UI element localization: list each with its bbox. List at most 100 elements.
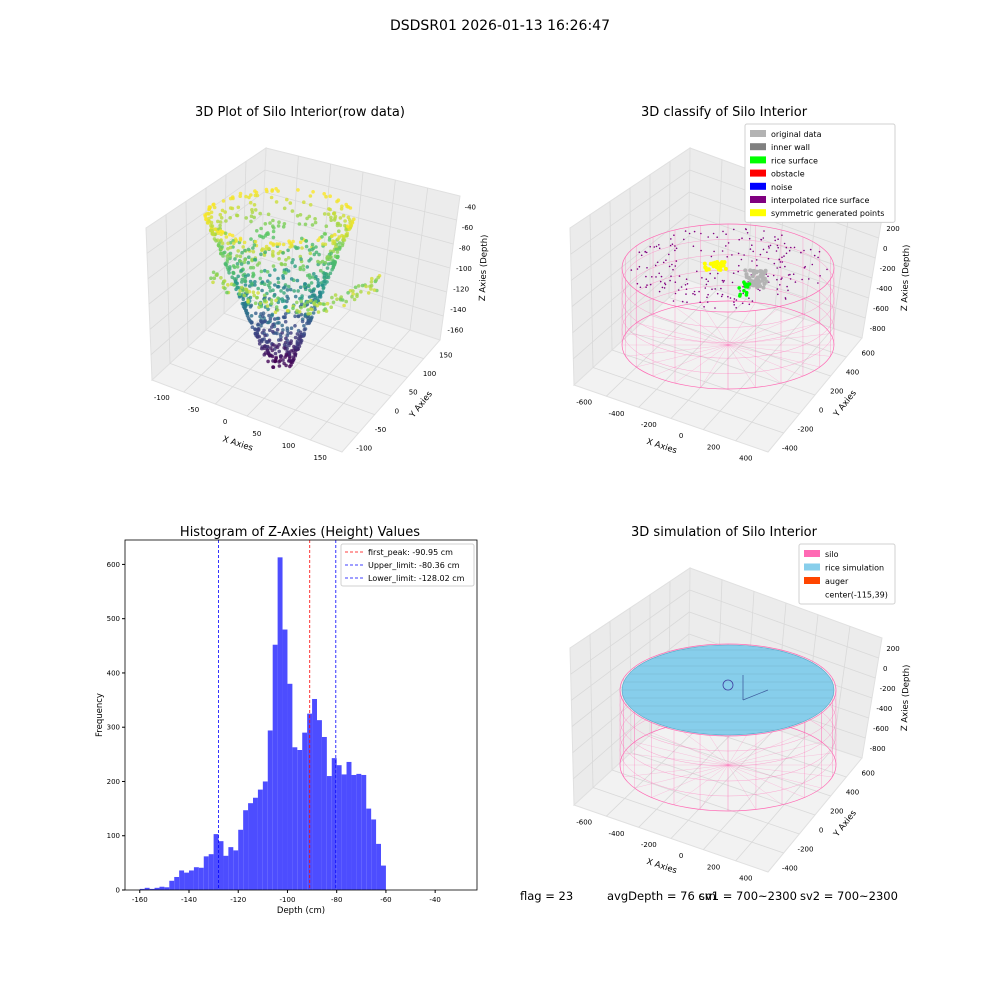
data-point: [259, 319, 263, 324]
data-point: [331, 239, 335, 243]
back-grid-line: [264, 169, 457, 221]
data-point: [350, 294, 354, 299]
data-point: [325, 301, 330, 306]
interpolated-point: [732, 272, 735, 275]
data-point: [271, 288, 275, 293]
data-point: [321, 302, 325, 306]
data-point: [210, 231, 214, 236]
data-point: [251, 246, 255, 250]
floor-grid-line: [611, 349, 800, 415]
y-tick-label: -100: [356, 445, 372, 453]
data-point: [249, 219, 253, 224]
data-point: [236, 205, 241, 210]
data-point: [295, 300, 299, 305]
interpolated-point: [661, 286, 664, 289]
y-tick-label: 400: [107, 669, 120, 677]
interpolated-point: [685, 293, 687, 295]
histogram-bar: [139, 888, 145, 890]
data-point: [262, 293, 267, 298]
legend-swatch: [750, 156, 766, 164]
interpolated-point: [742, 292, 744, 295]
interpolated-point: [655, 276, 657, 278]
interpolated-point: [762, 237, 765, 239]
symmetric-point: [702, 261, 707, 266]
interpolated-point: [785, 246, 788, 249]
legend-swatch: [804, 550, 820, 557]
z-tick-label: 200: [886, 225, 899, 233]
histogram-bar: [223, 855, 229, 890]
data-point: [347, 227, 351, 232]
side-grid-line: [147, 191, 265, 279]
data-point: [278, 354, 283, 358]
data-point: [242, 240, 247, 245]
data-point: [259, 226, 263, 231]
data-point: [318, 290, 322, 295]
interpolated-point: [743, 254, 745, 256]
silo-spoke-line: [727, 344, 820, 368]
data-point: [309, 298, 313, 303]
data-point: [293, 294, 298, 299]
panel-classify-3d: 3D classify of Silo Interior -600 -400 -200…: [569, 105, 912, 462]
data-point: [299, 305, 303, 310]
interpolated-point: [794, 281, 797, 283]
legend-entry-2: rice surface: [771, 156, 818, 165]
data-point: [249, 193, 253, 197]
data-point: [250, 208, 254, 212]
y-tick-label: 0: [819, 827, 823, 835]
data-point: [315, 303, 320, 308]
data-point: [255, 193, 260, 198]
data-point: [239, 268, 243, 273]
x-tick-label: -100: [280, 896, 296, 904]
silo-spoke-line: [634, 741, 729, 766]
z-axis-label: Z Axies (Depth): [478, 234, 490, 301]
interpolated-point: [721, 293, 724, 296]
data-point: [252, 293, 256, 298]
interpolated-point: [787, 289, 789, 292]
interpolated-point: [763, 230, 765, 232]
data-point: [265, 340, 270, 345]
x-tick-label: 0: [679, 852, 683, 860]
data-point: [369, 283, 374, 288]
data-point: [235, 262, 240, 266]
data-point: [296, 314, 301, 318]
data-point: [226, 283, 230, 287]
data-point: [320, 290, 325, 294]
data-point: [277, 321, 281, 325]
z-tick-label: -140: [450, 306, 466, 314]
silo-spoke-line: [727, 764, 757, 810]
data-point: [230, 195, 235, 199]
data-point: [262, 346, 267, 351]
data-point: [285, 338, 290, 343]
data-point: [263, 250, 268, 254]
interpolated-point: [668, 265, 671, 268]
data-point: [301, 264, 306, 268]
x-axis-label: Depth (cm): [277, 906, 325, 916]
silo-spoke-line: [674, 306, 729, 346]
data-point: [284, 363, 288, 368]
data-point: [273, 283, 277, 287]
data-point: [276, 276, 280, 281]
floor-grid-line: [592, 787, 784, 854]
data-point: [256, 291, 260, 295]
interpolated-point: [701, 277, 703, 279]
data-point: [304, 239, 309, 243]
interpolated-point: [776, 267, 778, 269]
histogram-bar: [282, 629, 288, 890]
interpolated-point: [751, 300, 754, 302]
data-point: [285, 294, 289, 299]
data-point: [265, 270, 270, 274]
y-tick-label: 100: [107, 832, 120, 840]
data-point: [275, 316, 280, 321]
data-point: [255, 263, 260, 267]
data-point: [209, 276, 213, 281]
data-point: [254, 311, 258, 316]
data-point: [333, 232, 337, 237]
interpolated-point: [789, 273, 791, 276]
x-tick-label: -120: [230, 896, 246, 904]
data-point: [310, 223, 315, 227]
interpolated-point: [735, 307, 737, 309]
data-point: [225, 266, 230, 270]
legend-entry-3: obstacle: [771, 170, 805, 179]
data-point: [249, 282, 254, 287]
data-point: [286, 269, 291, 273]
